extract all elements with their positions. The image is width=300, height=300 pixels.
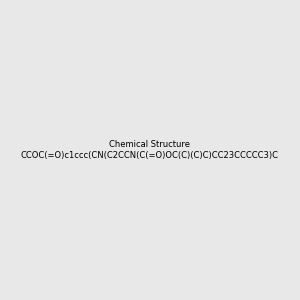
Text: Chemical Structure
CCOC(=O)c1ccc(CN(C2CCN(C(=O)OC(C)(C)C)CC23CCCCC3)C: Chemical Structure CCOC(=O)c1ccc(CN(C2CC… [21, 140, 279, 160]
